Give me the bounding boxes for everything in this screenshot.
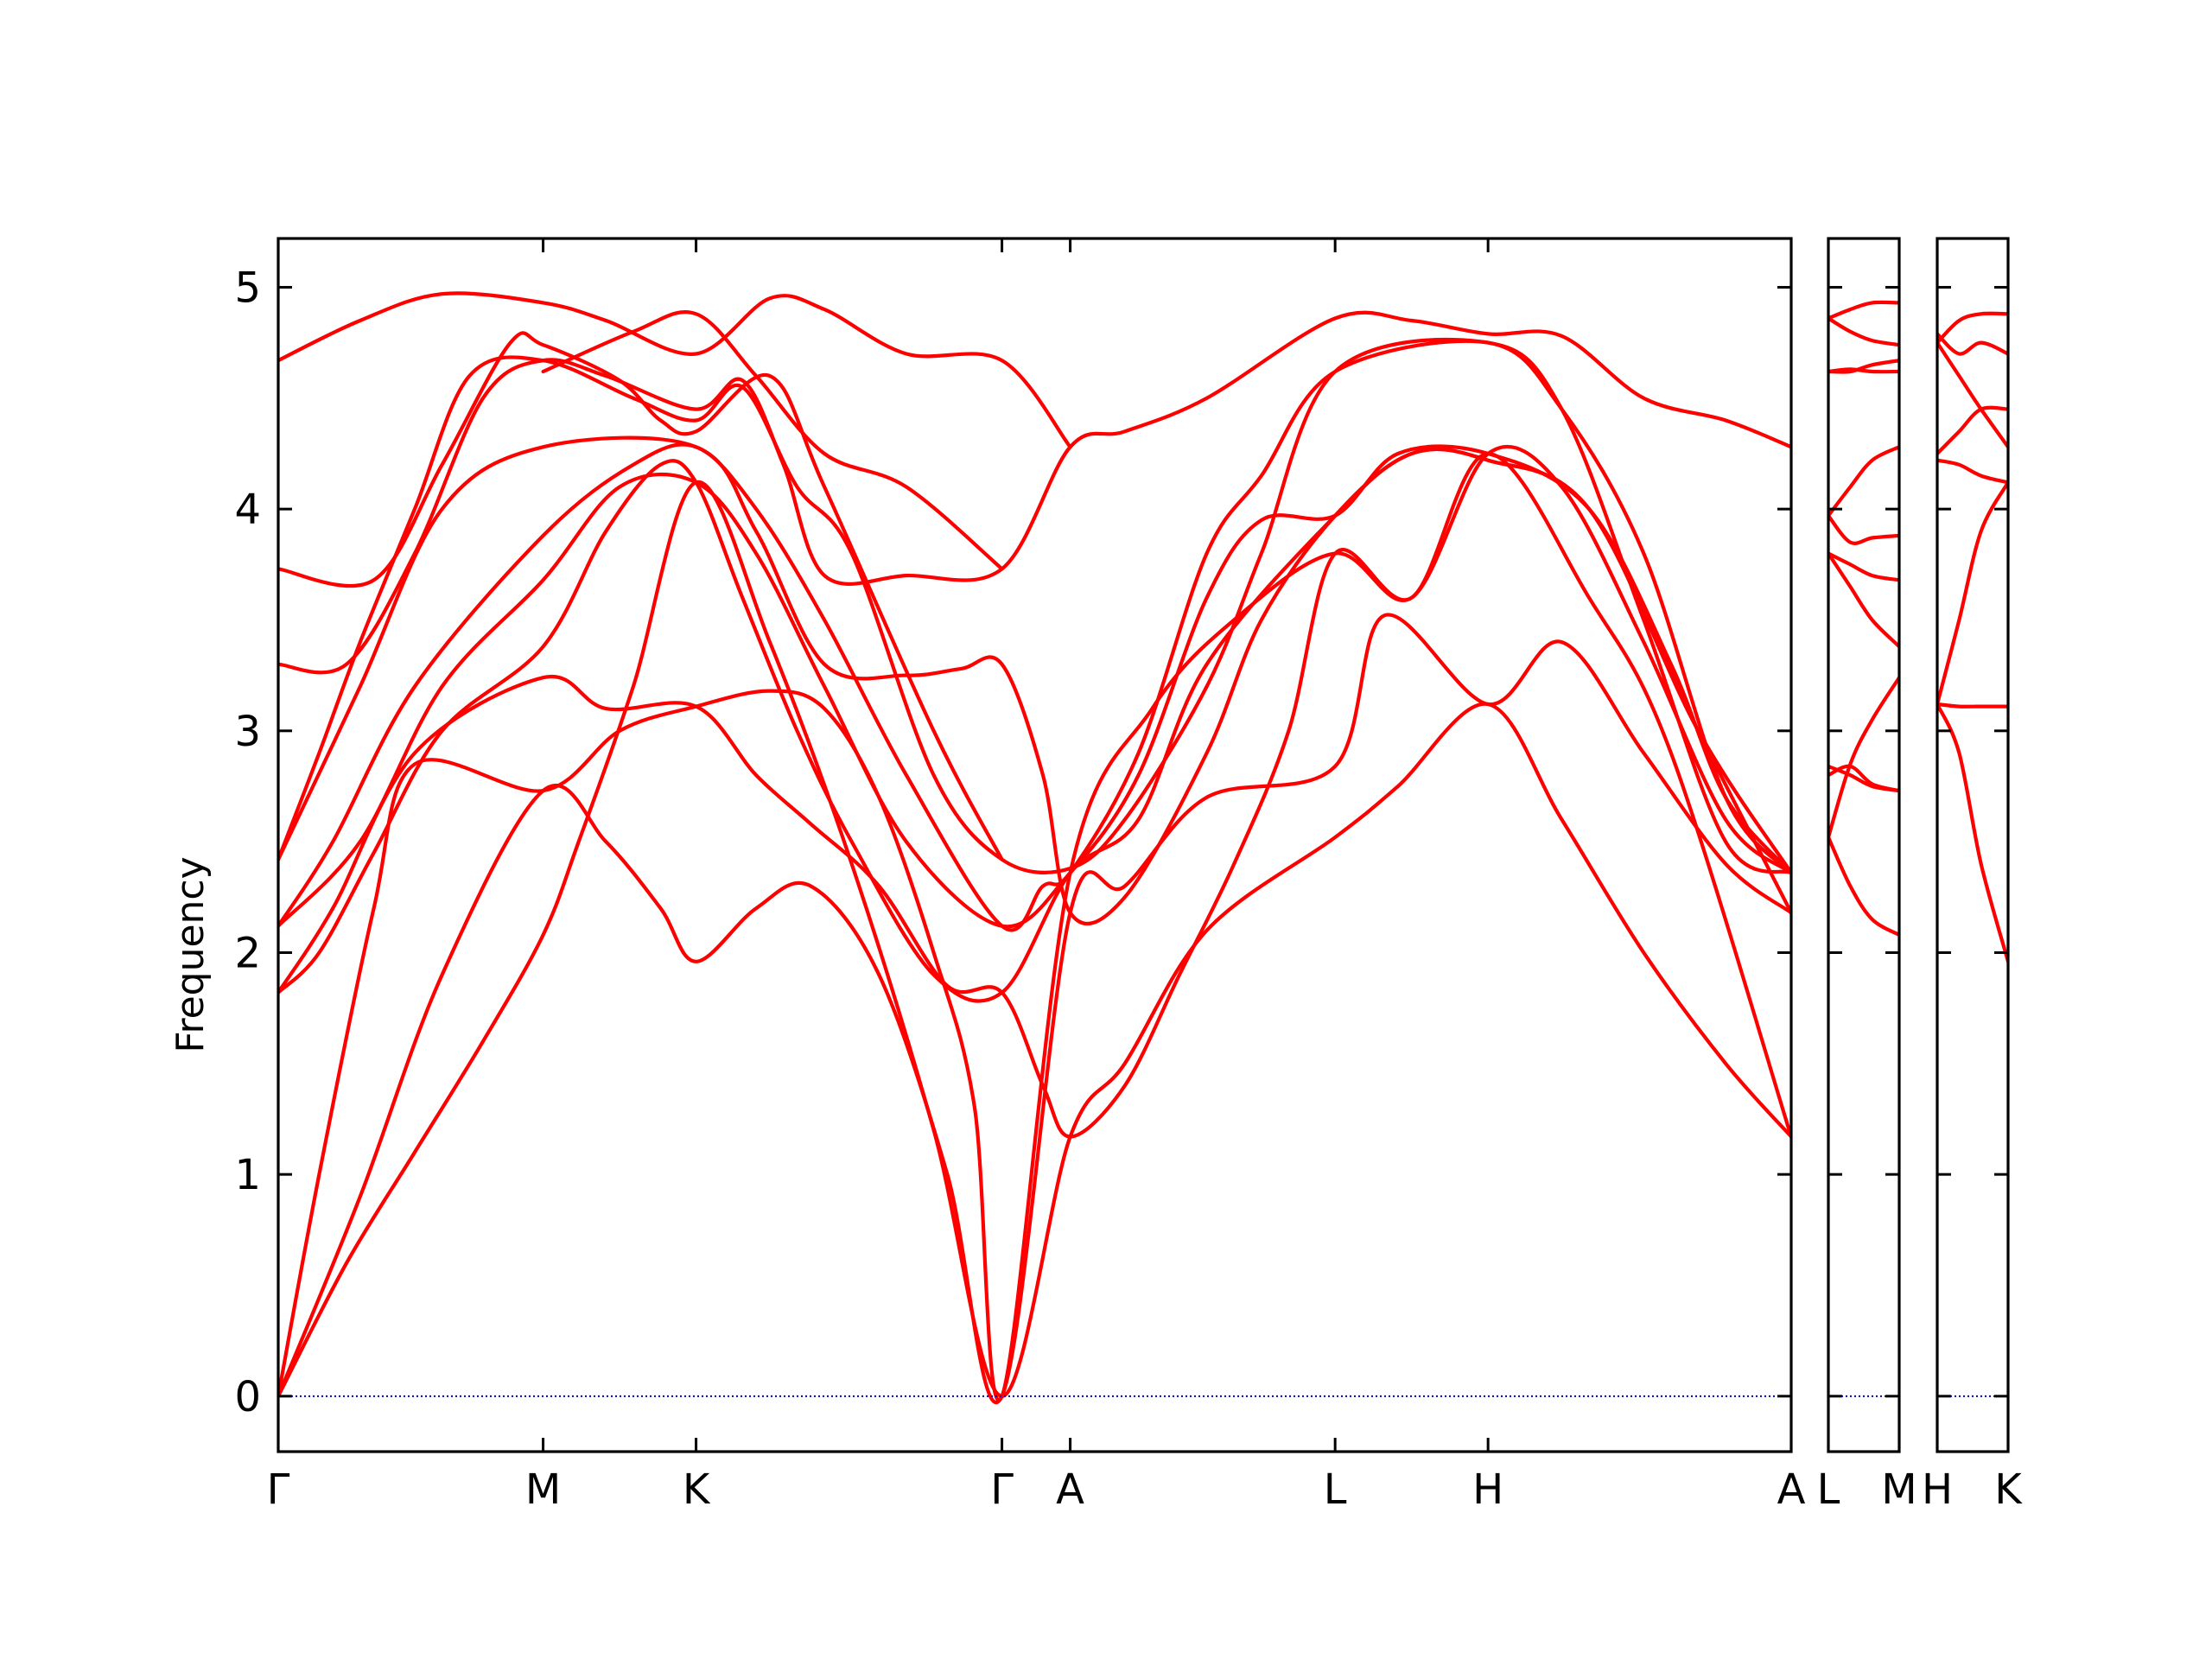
band-line <box>278 331 1004 861</box>
x-tick-label: M <box>1881 1465 1916 1514</box>
x-tick-label: A <box>1056 1465 1084 1514</box>
panel-2-bands <box>1937 311 2008 963</box>
panel-1-bands <box>1828 300 1899 938</box>
panel-frame <box>1827 237 1901 1453</box>
band-line <box>1937 405 2008 456</box>
band-line <box>1828 513 1899 545</box>
x-tick-label: L <box>1324 1465 1347 1514</box>
x-tick-label: K <box>683 1465 711 1514</box>
band-line <box>1828 551 1899 649</box>
band-line <box>1828 367 1899 374</box>
band-line <box>1828 300 1899 321</box>
panel-0-bands <box>278 291 1791 1405</box>
band-line <box>541 309 1004 571</box>
x-tick-label: H <box>1472 1465 1503 1514</box>
band-line <box>1937 340 2008 449</box>
band-line <box>1937 311 2008 345</box>
x-tick-label: M <box>525 1465 561 1514</box>
band-line <box>1937 702 2008 709</box>
y-tick-label: 0 <box>234 1373 261 1421</box>
band-line <box>1937 480 2008 707</box>
band-line <box>1828 551 1899 582</box>
band-line <box>278 310 1791 675</box>
band-line <box>278 337 1791 875</box>
y-tick-label: 2 <box>234 929 261 977</box>
band-line <box>278 444 1791 1402</box>
x-tick-label: Γ <box>267 1465 290 1514</box>
band-line <box>278 613 1791 1405</box>
axes-frames <box>276 237 2010 1453</box>
x-tick-label: A <box>1777 1465 1806 1514</box>
band-line <box>278 480 1791 1398</box>
y-tick-label: 1 <box>234 1151 261 1199</box>
y-axis-label: Frequency <box>168 856 213 1052</box>
band-line <box>1828 316 1899 347</box>
band-line <box>1937 332 2008 356</box>
y-tick-label: 5 <box>234 264 261 312</box>
band-line <box>1937 458 2008 485</box>
band-line <box>1828 764 1899 793</box>
band-line <box>1828 676 1899 840</box>
band-line <box>278 447 1791 1003</box>
tick-marks <box>276 238 2010 1452</box>
bands-layer <box>278 291 2008 1405</box>
y-tick-label: 4 <box>234 486 261 534</box>
band-line <box>1937 702 2008 963</box>
band-line <box>278 451 1791 1139</box>
band-line <box>1828 445 1899 518</box>
x-tick-label: K <box>1994 1465 2023 1514</box>
band-line <box>278 435 1791 926</box>
band-line <box>1828 835 1899 938</box>
x-tick-label: L <box>1817 1465 1840 1514</box>
band-line <box>278 291 1072 449</box>
panel-frame <box>276 237 1793 1453</box>
panel-frame <box>1936 237 2010 1453</box>
x-tick-label: H <box>1922 1465 1953 1514</box>
y-tick-label: 3 <box>234 708 261 756</box>
x-tick-label: Γ <box>990 1465 1014 1514</box>
